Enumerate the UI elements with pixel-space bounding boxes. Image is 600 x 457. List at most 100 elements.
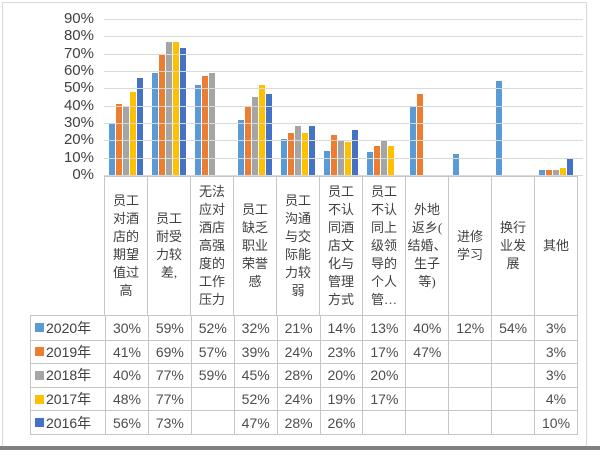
value-cell: 40%	[105, 364, 148, 387]
bar-slot	[294, 126, 301, 175]
value-cell	[448, 411, 491, 434]
bar-slot	[251, 97, 258, 175]
bar	[129, 91, 136, 175]
legend-year-label: 2017年	[46, 391, 92, 408]
bar-slot	[136, 77, 143, 175]
bar-group	[319, 19, 362, 175]
bar-group	[190, 19, 233, 175]
value-cell: 39%	[233, 340, 277, 364]
value-cell: 59%	[147, 316, 191, 340]
bar-slot	[108, 123, 115, 175]
value-cell: 32%	[233, 316, 277, 340]
value-cell	[491, 364, 534, 387]
category-label-cell: 员工 缺乏 职业 荣誉 感	[233, 177, 276, 315]
legend-swatch	[35, 370, 44, 380]
y-tick-label: 90%	[63, 10, 94, 27]
value-cell: 54%	[491, 316, 534, 340]
gridline	[104, 140, 583, 142]
bar	[301, 133, 308, 175]
gridline	[104, 123, 583, 124]
gridline	[104, 175, 583, 176]
bar	[331, 135, 338, 175]
value-cell: 3%	[534, 340, 577, 364]
bar	[194, 84, 201, 175]
value-cell: 23%	[319, 340, 363, 364]
bar-slot	[539, 169, 546, 175]
category-label-cell: 外地 返乡( 结婚、 生子 等)	[405, 177, 448, 315]
bar-slot	[172, 41, 179, 175]
bar-group	[363, 19, 406, 175]
bar-slot	[237, 119, 244, 175]
value-cell: 48%	[105, 387, 148, 411]
bar-slot	[352, 129, 359, 175]
legend-cell: 2016年	[31, 411, 105, 434]
y-tick-label: 80%	[63, 27, 94, 45]
value-cell: 41%	[105, 340, 148, 364]
value-cell: 59%	[190, 364, 234, 387]
category-label-cell: 换行 业发 展	[491, 177, 534, 315]
value-cell: 56%	[105, 411, 148, 434]
value-cell: 20%	[319, 364, 363, 387]
bar	[158, 55, 165, 175]
value-cell	[491, 340, 534, 364]
bar	[367, 152, 374, 175]
value-cell: 40%	[405, 316, 448, 340]
value-cell	[405, 411, 448, 434]
value-cell: 14%	[319, 316, 363, 340]
bar-slot	[367, 152, 374, 175]
bar-slot	[308, 126, 315, 175]
bar	[308, 126, 315, 175]
legend-year-label: 2020年	[46, 319, 92, 336]
bar-slot	[560, 168, 567, 175]
bar-slot	[280, 138, 287, 175]
gridline	[104, 36, 583, 38]
value-cell: 47%	[405, 340, 448, 364]
legend-cell: 2017年	[31, 388, 105, 411]
bar	[172, 41, 179, 175]
y-tick-label: 40%	[63, 96, 94, 114]
plot-area	[104, 19, 583, 176]
category-label-cell: 员工 耐受 力较 差,	[147, 177, 190, 315]
bar	[108, 123, 115, 175]
bar-slot	[201, 76, 208, 175]
value-cell	[190, 411, 234, 434]
legend-year-label: 2016年	[46, 414, 92, 431]
gridline	[104, 53, 583, 55]
value-cell: 3%	[534, 316, 577, 340]
value-cell: 3%	[534, 364, 577, 387]
gridline	[104, 88, 583, 90]
legend-cell: 2018年	[31, 364, 105, 387]
category-label-cell: 员工 对酒 店的 期望 值过 高	[112, 193, 139, 298]
value-cell: 21%	[276, 316, 320, 340]
bar-slot	[287, 133, 294, 175]
bar-slot	[496, 81, 503, 175]
bar-slot	[129, 91, 136, 175]
value-cell: 20%	[362, 364, 405, 387]
bar-group	[406, 19, 449, 175]
value-cell: 47%	[233, 411, 277, 434]
bar	[280, 138, 287, 175]
value-cell	[405, 387, 448, 411]
category-label-cell: 进修 学习	[448, 177, 491, 315]
bar	[251, 97, 258, 175]
bar-group	[233, 19, 276, 175]
bar	[539, 169, 546, 175]
bar-group	[147, 19, 190, 175]
value-cell	[190, 387, 234, 411]
bar	[496, 81, 503, 175]
bar-slot	[179, 48, 186, 175]
y-tick-label: 20%	[63, 131, 94, 149]
bar-slot	[567, 157, 574, 175]
bar	[115, 103, 122, 175]
bar-slot	[374, 145, 381, 175]
category-header-row: 员工 对酒 店的 期望 值过 高员工 耐受 力较 差, 无法 应对 酒店 高强 度…	[104, 176, 578, 315]
bar	[265, 93, 272, 175]
value-cell: 12%	[448, 316, 491, 340]
window-bottom-edge	[0, 446, 600, 450]
bar	[417, 93, 424, 175]
table-row: 2019年 41% 69% 57% 39% 24% 23% 17% 47% 3%	[31, 339, 577, 364]
y-tick-label: 0%	[72, 166, 94, 183]
bar-slot	[546, 169, 553, 175]
bar	[553, 169, 560, 175]
bar	[567, 157, 574, 175]
